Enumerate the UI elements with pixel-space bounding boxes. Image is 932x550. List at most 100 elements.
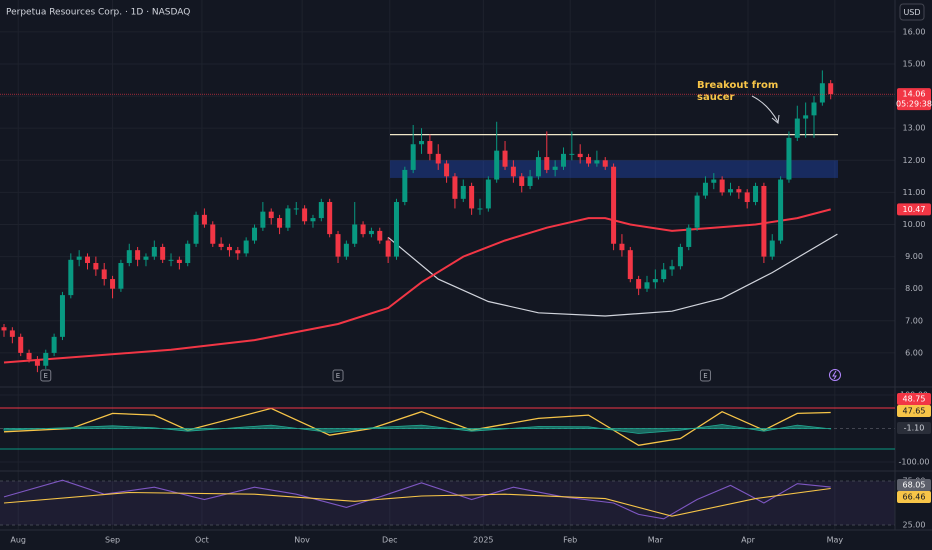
annotation-arrowhead <box>771 114 780 124</box>
rsi-badge: 66.46 <box>903 493 926 502</box>
candle-body <box>252 227 258 241</box>
y-tick-label: 15.00 <box>903 59 926 68</box>
candle-body <box>93 263 99 270</box>
candle-body <box>335 234 341 257</box>
candle-body <box>18 336 24 353</box>
x-tick-label: 2025 <box>473 536 493 545</box>
y-tick-label: 16.00 <box>903 27 926 36</box>
rsi-badge-bg <box>897 479 931 491</box>
y-tick-label: 8.00 <box>905 284 923 293</box>
candle-body <box>677 246 683 267</box>
candle-body <box>702 182 708 196</box>
candle-body <box>794 118 800 138</box>
x-tick-label: Nov <box>294 536 310 545</box>
candle-body <box>218 243 224 247</box>
candle-body <box>435 153 441 164</box>
candle-body <box>85 256 91 264</box>
candle-body <box>460 185 466 199</box>
candle-body <box>393 202 399 257</box>
rsi-line <box>3 479 831 520</box>
candle-body <box>59 295 65 337</box>
candle-body <box>477 208 483 210</box>
candle-body <box>444 163 450 177</box>
candle-body <box>210 224 216 244</box>
dividend-icon[interactable] <box>829 369 841 381</box>
x-tick-label: Oct <box>195 536 209 545</box>
candle-body <box>502 150 508 167</box>
candle-body <box>494 150 500 180</box>
x-tick-label: May <box>827 536 844 545</box>
x-tick-label: Sep <box>105 536 120 545</box>
candle-body <box>160 246 166 260</box>
candle-body <box>76 256 82 260</box>
y-tick-label: 10.00 <box>903 220 926 229</box>
candle-body <box>377 230 383 241</box>
earnings-label: E <box>44 372 48 380</box>
candle-body <box>736 189 742 193</box>
candle-body <box>9 330 15 337</box>
candle-body <box>118 263 124 289</box>
candle-body <box>485 179 491 209</box>
annotation: Breakout from <box>697 80 778 91</box>
candle-body <box>26 352 32 360</box>
candle-body <box>68 259 74 296</box>
candle-body <box>34 359 40 366</box>
candle-body <box>510 166 516 177</box>
candle-body <box>235 250 241 254</box>
rsi-badge: 68.05 <box>903 481 926 490</box>
y-tick-label: 12.00 <box>903 156 926 165</box>
oscillator-badge: 47.65 <box>903 407 926 416</box>
candle-body <box>1 327 7 331</box>
candle-body <box>686 227 692 247</box>
candle-body <box>168 259 174 261</box>
candle-body <box>761 185 767 257</box>
last-price-badge: 14.06 <box>903 90 926 99</box>
candle-body <box>669 266 675 270</box>
candle-body <box>126 250 132 264</box>
candle-body <box>560 153 566 167</box>
candle-body <box>302 208 308 222</box>
candle-body <box>769 240 775 257</box>
candle-body <box>419 141 425 145</box>
candle-body <box>544 157 550 170</box>
candle-body <box>552 166 558 170</box>
candle-body <box>469 185 475 209</box>
currency[interactable]: USD <box>903 8 920 17</box>
annotation-arrow <box>751 95 779 123</box>
candle-body <box>268 211 274 219</box>
candle-body <box>293 208 299 210</box>
candle-body <box>310 218 316 222</box>
y-tick-label: 6.00 <box>905 348 923 357</box>
x-tick-label: Apr <box>741 536 756 545</box>
candle-body <box>828 83 834 95</box>
candle-body <box>176 259 182 264</box>
candle-body <box>786 137 792 180</box>
candle-body <box>185 243 191 264</box>
chart-title: Perpetua Resources Corp. · 1D · NASDAQ <box>6 8 190 18</box>
candle-body <box>577 153 583 158</box>
candle-body <box>535 157 541 177</box>
rsi-band <box>0 481 895 525</box>
last-price-badge-bg <box>897 88 931 111</box>
candle-body <box>527 176 533 186</box>
level-badge: 48.75 <box>903 395 926 404</box>
currency-box[interactable] <box>899 3 925 21</box>
candle-body <box>427 141 433 154</box>
candle-body <box>277 218 283 228</box>
candle-body <box>260 211 266 228</box>
x-tick-label: Feb <box>563 536 577 545</box>
candle-body <box>719 179 725 193</box>
candle-body <box>452 176 458 199</box>
candle-body <box>811 102 817 116</box>
earnings-label: E <box>703 372 707 380</box>
y-tick-label: -100.00 <box>899 458 930 467</box>
candle-body <box>694 195 700 228</box>
candle-body <box>368 230 374 235</box>
candle-body <box>352 224 358 244</box>
candle-body <box>151 246 157 257</box>
oscillator-line <box>3 407 831 446</box>
candle-body <box>602 160 608 167</box>
y-tick-label: 7.00 <box>905 316 923 325</box>
candle-body <box>594 160 600 164</box>
